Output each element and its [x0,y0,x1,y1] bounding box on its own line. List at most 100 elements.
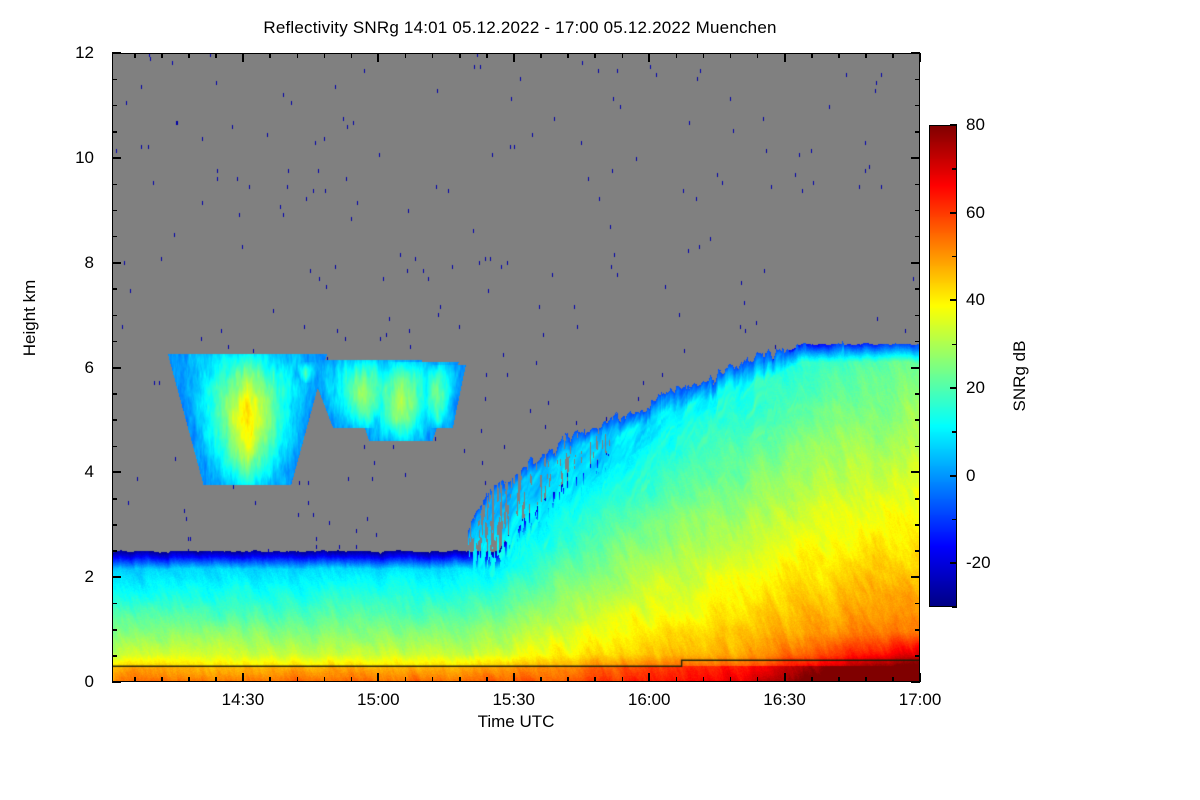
y-tick-minor [112,183,117,186]
colorbar-tick-minor [952,606,957,608]
y-tick-major [112,471,121,474]
x-tick-major [241,673,244,682]
x-tick-minor [188,677,190,682]
x-tick-minor-top [594,53,596,58]
x-tick-major-top [783,53,786,62]
y-tick-minor [112,235,117,238]
x-tick-major [648,673,651,682]
y-tick-minor-right [915,602,920,605]
x-tick-minor-top [838,53,840,58]
y-tick-minor-right [915,78,920,81]
colorbar [929,125,957,607]
y-tick-minor [112,445,117,448]
y-tick-minor [112,104,117,107]
colorbar-tick-minor [952,518,957,521]
y-tick-minor [112,209,117,212]
colorbar-tick-minor [952,431,957,433]
x-tick-label: 16:30 [763,690,806,709]
y-tick-minor-right [915,445,920,448]
y-tick-minor-right [915,209,920,212]
colorbar-tick [950,299,957,302]
y-tick-minor [112,419,117,421]
x-tick-label: 17:00 [898,690,942,709]
y-tick-minor [112,602,117,605]
x-tick-minor-top [567,53,569,58]
reflectivity-heatmap [112,53,920,682]
y-tick-label: 8 [84,252,94,272]
colorbar-tick [950,211,957,214]
x-tick-minor [269,677,271,682]
x-tick-minor-top [892,53,894,58]
x-tick-minor-top [269,53,271,58]
colorbar-tick-label: -20 [966,553,991,573]
y-tick-minor-right [915,104,920,107]
y-tick-minor-right [915,550,920,552]
x-tick-minor [838,677,840,682]
x-tick-minor [567,677,569,682]
x-tick-major [512,673,515,682]
x-tick-major [783,673,786,682]
y-tick-major [112,576,121,579]
x-tick-minor [892,677,894,682]
x-tick-minor [702,677,705,682]
x-tick-minor-top [865,53,867,58]
y-tick-minor-right [915,131,920,133]
y-tick-major-right [911,261,920,264]
x-tick-major [919,673,921,682]
x-tick-major [377,673,380,682]
x-tick-minor [594,677,596,682]
x-tick-minor-top [729,53,732,58]
y-tick-major-right [911,156,920,159]
colorbar-tick [950,474,957,477]
x-tick-minor-top [296,53,299,58]
y-tick-minor-right [915,314,920,317]
x-tick-minor [323,677,326,682]
colorbar-tick [950,386,957,389]
colorbar-title: SNRg dB [1010,340,1029,412]
x-tick-major-top [919,53,921,62]
x-tick-minor-top [811,53,813,58]
y-tick-label: 2 [84,567,94,587]
y-tick-minor [112,131,117,133]
x-tick-minor [675,677,678,682]
y-tick-minor [112,314,117,317]
x-tick-minor [459,677,461,682]
x-tick-minor-top [486,53,488,58]
x-tick-minor-top [350,53,353,58]
x-tick-major-top [648,53,651,62]
y-tick-minor-right [915,655,920,657]
colorbar-tick-minor [952,168,957,170]
y-tick-minor [112,524,117,526]
y-tick-minor [112,655,117,657]
y-tick-minor-right [915,498,920,500]
colorbar-tick [950,562,957,565]
x-tick-minor-top [431,53,434,58]
y-tick-minor-right [915,288,920,290]
y-tick-minor [112,550,117,552]
x-tick-minor-top [540,53,542,58]
y-tick-minor-right [915,419,920,421]
x-tick-minor [865,677,867,682]
y-tick-minor [112,340,117,343]
x-tick-minor-top [675,53,678,58]
y-tick-label: 12 [75,43,94,62]
y-tick-major [112,366,121,369]
x-tick-minor-top [134,53,136,58]
y-tick-label: 4 [84,462,94,482]
colorbar-tick-label: 80 [966,115,985,134]
y-tick-minor-right [915,629,920,631]
y-tick-major-right [911,366,920,369]
x-tick-minor-top [459,53,461,58]
y-tick-major [112,681,121,683]
x-tick-minor [756,677,759,682]
x-tick-minor [811,677,813,682]
x-tick-major-top [241,53,244,62]
y-tick-minor [112,78,117,81]
x-tick-minor [161,677,163,682]
y-tick-minor-right [915,235,920,238]
x-tick-minor [350,677,353,682]
x-tick-label: 15:00 [357,690,400,709]
colorbar-tick-label: 60 [966,202,985,222]
x-tick-minor [621,677,624,682]
